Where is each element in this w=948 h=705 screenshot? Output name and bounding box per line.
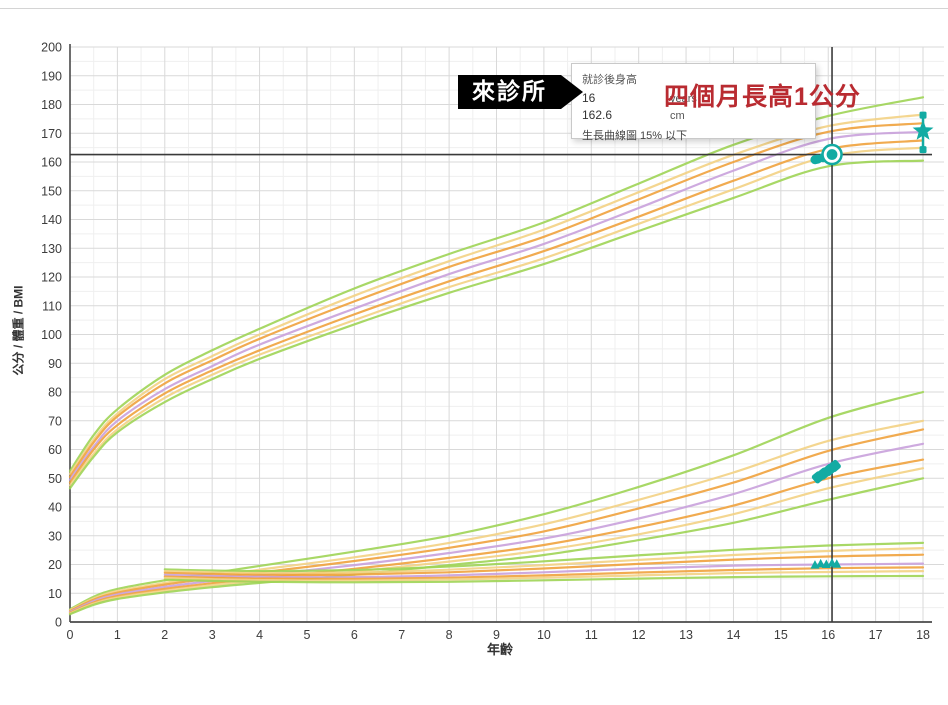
y-tick-label: 50	[48, 472, 62, 486]
x-tick-label: 0	[67, 628, 74, 642]
selected-height-point[interactable]	[826, 149, 838, 160]
bmi-point[interactable]	[832, 559, 842, 568]
height-cm-percentile-curves	[68, 96, 925, 490]
y-tick-label: 30	[48, 529, 62, 543]
x-tick-label: 5	[303, 628, 310, 642]
x-tick-label: 1	[114, 628, 121, 642]
x-tick-label: 15	[774, 628, 788, 642]
x-tick-label: 8	[446, 628, 453, 642]
page-top-divider	[0, 8, 948, 9]
x-tick-label: 11	[585, 628, 598, 642]
y-tick-label: 70	[48, 414, 62, 428]
clinic-visit-label: 來診所	[458, 75, 561, 109]
bmi-curve-P90	[163, 547, 925, 575]
x-tick-label: 4	[256, 628, 263, 642]
weight-kg-curve-P97	[68, 390, 925, 611]
x-tick-label: 7	[398, 628, 405, 642]
height-cm-curve-P97	[68, 96, 925, 473]
y-tick-label: 60	[48, 443, 62, 457]
y-tick-label: 140	[41, 213, 62, 227]
tooltip-age-unit: years	[670, 93, 697, 105]
y-tick-label: 100	[41, 328, 62, 342]
tooltip-age-value: 16	[582, 91, 596, 105]
height-cm-curve-P50	[68, 130, 925, 481]
patient-markers[interactable]	[810, 111, 934, 569]
x-tick-label: 9	[493, 628, 500, 642]
growth-gain-note: 四個月長高1公分	[664, 83, 861, 111]
y-tick-label: 10	[48, 587, 62, 601]
bmi-curve-P75	[163, 553, 925, 577]
y-tick-label: 180	[41, 98, 62, 112]
y-tick-label: 0	[55, 616, 62, 630]
callout-arrow-icon	[561, 75, 583, 109]
y-tick-label: 80	[48, 386, 62, 400]
tooltip-title: 就診後身高	[582, 74, 637, 86]
bmi-curve-P50	[163, 562, 925, 579]
predicted-adult-height-star[interactable]	[912, 119, 934, 140]
y-tick-label: 200	[41, 41, 62, 55]
height-cm-curve-P10	[68, 146, 925, 487]
bmi-percentile-curves	[163, 541, 925, 584]
tooltip-height-row: 162.6 cm	[582, 107, 805, 124]
x-tick-label: 12	[632, 628, 646, 642]
y-tick-label: 170	[41, 127, 62, 141]
y-tick-label: 190	[41, 69, 62, 83]
y-tick-label: 130	[41, 242, 62, 256]
chart-axes	[69, 44, 932, 623]
height-cm-curve-P75	[68, 122, 925, 478]
x-tick-label: 6	[351, 628, 358, 642]
x-tick-label: 14	[727, 628, 741, 642]
y-tick-label: 90	[48, 357, 62, 371]
bmi-curve-P10	[163, 570, 925, 582]
x-tick-label: 10	[537, 628, 551, 642]
weight-point[interactable]	[828, 459, 842, 473]
bmi-curve-P3	[163, 574, 925, 584]
y-tick-label: 40	[48, 501, 62, 515]
weight-kg-curve-P75	[68, 428, 925, 613]
x-axis-label: 年齡	[486, 642, 513, 657]
y-tick-label: 120	[41, 271, 62, 285]
bmi-point[interactable]	[816, 558, 826, 568]
x-tick-label: 3	[209, 628, 216, 642]
y-tick-label: 160	[41, 156, 62, 170]
y-tick-label: 110	[42, 299, 62, 313]
x-tick-label: 16	[821, 628, 835, 642]
weight-kg-curve-P50	[68, 442, 925, 613]
bmi-curve-P25	[163, 566, 925, 581]
measurement-tooltip: 就診後身高 16 years 162.6 cm 生長曲線圖 15% 以下	[571, 63, 816, 142]
tooltip-height-unit: cm	[670, 110, 685, 122]
y-tick-label: 20	[48, 558, 62, 572]
height-cm-curve-P25	[68, 139, 925, 484]
bmi-curve-P97	[163, 541, 925, 573]
y-axis-label: 公分 / 體重 / BMI	[11, 285, 26, 376]
tooltip-height-value: 162.6	[582, 108, 613, 122]
height-cm-curve-P3	[68, 159, 925, 490]
weight-kg-curve-P25	[68, 458, 925, 614]
x-tick-label: 13	[679, 628, 693, 642]
x-tick-label: 17	[869, 628, 883, 642]
x-tick-label: 18	[916, 628, 930, 642]
predicted-height-range-cap	[919, 146, 927, 154]
tooltip-percentile-note: 生長曲線圖 15% 以下	[582, 130, 688, 142]
axis-tick-labels: 0102030405060708090100110120130140150160…	[41, 41, 930, 643]
y-tick-label: 150	[41, 184, 62, 198]
tooltip-age-row: 16 years	[582, 90, 805, 107]
clinic-visit-callout: 來診所	[458, 75, 583, 109]
reference-lines	[70, 47, 932, 622]
x-tick-label: 2	[161, 628, 168, 642]
predicted-height-range-cap	[919, 111, 927, 119]
weight-kg-curve-P90	[68, 419, 925, 612]
